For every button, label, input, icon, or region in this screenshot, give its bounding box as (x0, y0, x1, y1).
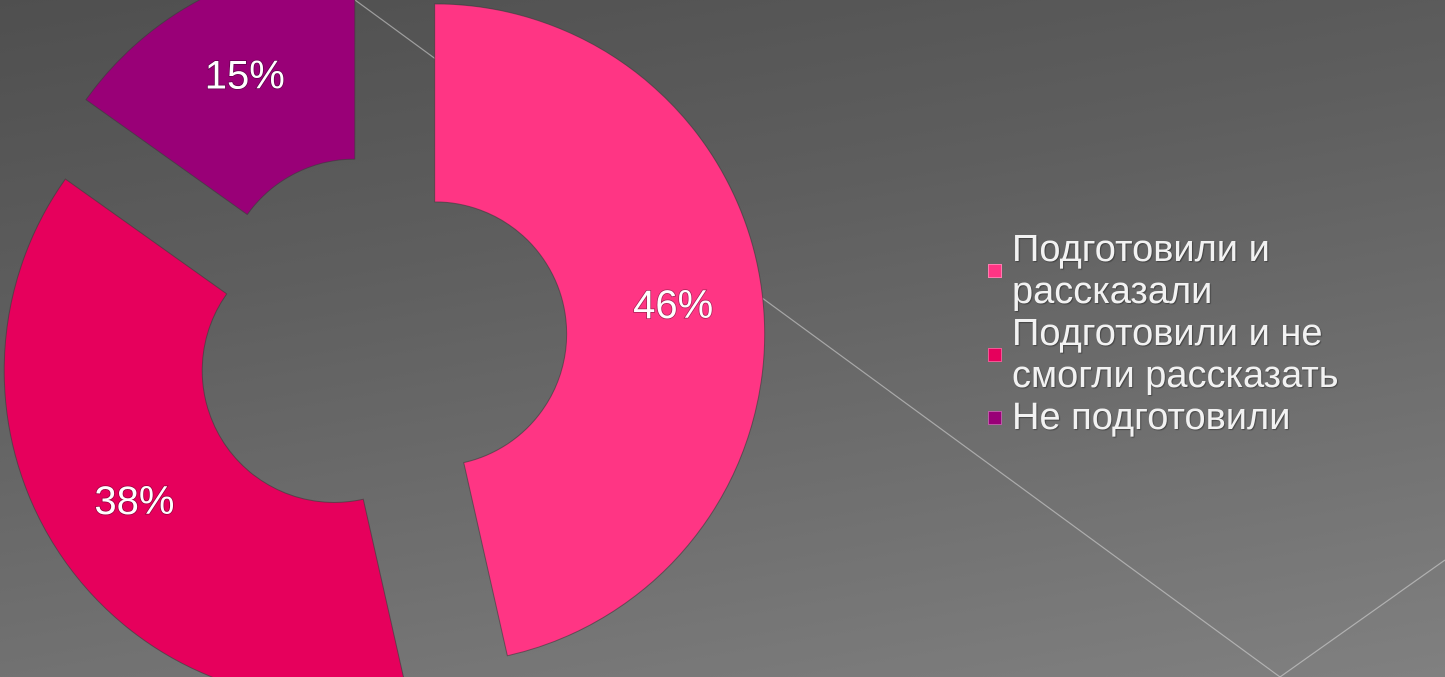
chart-legend: Подготовили и рассказали Подготовили и н… (988, 228, 1438, 438)
slice-label-prepared-told: 46% (633, 283, 713, 327)
legend-item-prepared-not-told: Подготовили и не смогли рассказать (988, 312, 1438, 396)
decor-line-2 (1279, 559, 1445, 677)
slice-prepared-told (434, 3, 766, 657)
legend-label-prepared-told: Подготовили и рассказали (1012, 228, 1270, 312)
slice-label-not-prepared: 15% (205, 53, 285, 97)
legend-label-prepared-not-told: Подготовили и не смогли рассказать (1012, 312, 1339, 396)
legend-label-not-prepared: Не подготовили (1012, 396, 1291, 438)
legend-item-prepared-told: Подготовили и рассказали (988, 228, 1438, 312)
slice-label-prepared-not-told: 38% (94, 479, 174, 523)
legend-swatch-prepared-told (988, 264, 1002, 278)
slice-prepared-not-told (3, 178, 404, 677)
legend-swatch-not-prepared (988, 411, 1002, 425)
legend-item-not-prepared: Не подготовили (988, 396, 1438, 438)
slice-not-prepared (85, 0, 356, 216)
donut-slices (3, 0, 766, 677)
donut-labels: 46% 38% 15% (94, 53, 714, 524)
legend-swatch-prepared-not-told (988, 348, 1002, 362)
